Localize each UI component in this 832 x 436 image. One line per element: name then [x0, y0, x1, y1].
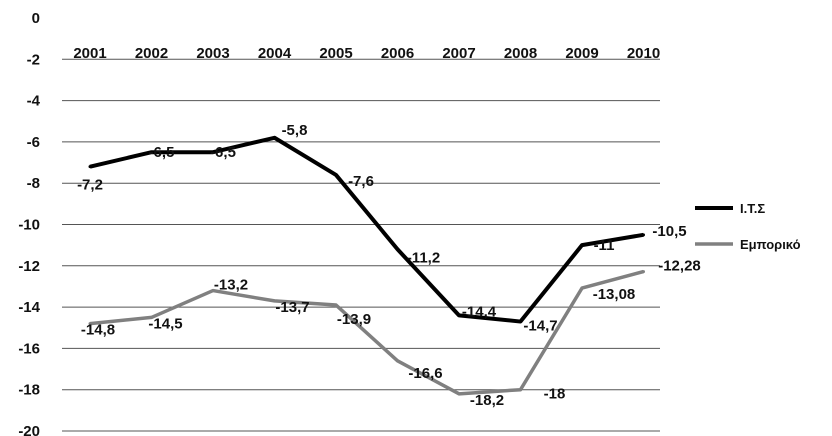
y-tick-label: -6 — [27, 134, 40, 151]
data-point — [273, 136, 276, 140]
y-tick-label: -16 — [18, 340, 40, 357]
data-point — [334, 173, 338, 177]
series-group — [88, 135, 645, 396]
x-axis: 2001 2002 2003 2004 2005 2006 2007 2008 2009 2010 — [73, 45, 660, 62]
y-tick-label: -10 — [18, 217, 40, 234]
y-tick-label: -2 — [27, 51, 40, 68]
x-tick-label: 2008 — [504, 45, 537, 62]
legend: Ι.Τ.Σ Εμπορικό — [695, 201, 801, 252]
gridlines — [62, 58, 660, 432]
data-point — [580, 243, 584, 247]
data-label: -5,8 — [282, 122, 308, 139]
data-point — [150, 150, 153, 154]
x-tick-label: 2001 — [73, 45, 106, 62]
x-tick-label: 2003 — [196, 45, 229, 62]
data-label: -10,5 — [652, 223, 686, 240]
data-label: -16,6 — [408, 365, 442, 382]
data-point — [334, 303, 338, 307]
data-label: -13,08 — [593, 286, 636, 303]
data-label: -14,7 — [523, 318, 557, 335]
x-tick-label: 2002 — [135, 45, 168, 62]
data-label: -7,6 — [348, 173, 374, 190]
data-point — [519, 388, 522, 392]
y-tick-label: -4 — [27, 93, 41, 110]
data-label: -13,2 — [214, 277, 248, 294]
data-point — [457, 313, 461, 317]
data-point — [642, 270, 645, 274]
x-tick-label: 2009 — [565, 45, 598, 62]
x-tick-label: 2007 — [442, 45, 475, 62]
series-line-2 — [89, 269, 644, 396]
data-label: -13,9 — [337, 311, 371, 328]
y-axis: 0 -2 -4 -6 -8 -10 -12 -14 -16 -18 -20 — [18, 10, 40, 436]
data-label: -14,5 — [148, 315, 182, 332]
data-point — [396, 247, 399, 251]
x-tick-label: 2010 — [627, 45, 660, 62]
data-label: -18,2 — [470, 392, 504, 409]
y-tick-label: -14 — [18, 299, 40, 316]
data-label: -14,4 — [462, 303, 497, 320]
data-point — [519, 320, 522, 324]
data-point — [211, 289, 215, 293]
data-label: -14,8 — [81, 322, 115, 339]
data-point — [457, 392, 461, 396]
y-tick-label: -8 — [27, 175, 40, 192]
data-label: -18 — [544, 386, 566, 403]
data-point — [642, 233, 645, 237]
data-label: -7,2 — [77, 177, 103, 194]
data-point — [150, 315, 153, 319]
data-point — [88, 165, 92, 169]
data-labels: -7,2 -6,5 -6,5 -5,8 -7,6 -11,2 -14,4 -14,7 -11 -1… — [77, 122, 701, 409]
legend-label: Ι.Τ.Σ — [740, 201, 765, 216]
data-label: -11 — [594, 237, 615, 254]
legend-label: Εμπορικό — [740, 237, 801, 252]
data-label: -12,28 — [658, 258, 701, 275]
data-label: -13,7 — [275, 299, 309, 316]
data-point — [88, 322, 92, 326]
y-tick-label: -20 — [18, 423, 40, 436]
y-tick-label: 0 — [32, 10, 40, 27]
data-label: -6,5 — [210, 144, 236, 161]
data-point — [273, 299, 276, 303]
data-point — [580, 286, 584, 290]
y-tick-label: -18 — [18, 382, 40, 399]
x-tick-label: 2006 — [381, 45, 414, 62]
x-tick-label: 2005 — [319, 45, 352, 62]
data-label: -11,2 — [407, 249, 440, 266]
data-point — [396, 359, 399, 363]
data-point — [211, 150, 215, 154]
series-line-1 — [89, 135, 644, 324]
x-tick-label: 2004 — [258, 45, 292, 62]
data-label: -6,5 — [149, 144, 175, 161]
y-tick-label: -12 — [18, 258, 40, 275]
